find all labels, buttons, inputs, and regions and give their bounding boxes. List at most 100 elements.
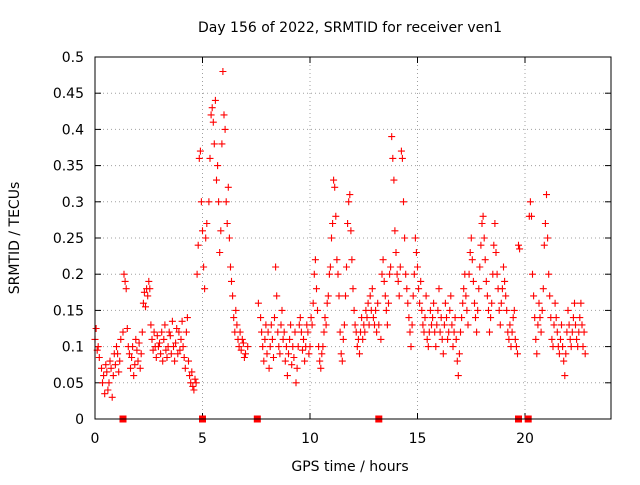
data-point	[221, 125, 229, 133]
data-point	[436, 328, 444, 336]
x-tick-label: 15	[409, 431, 427, 447]
data-point	[182, 328, 190, 336]
data-point	[503, 306, 511, 314]
data-point	[153, 332, 161, 340]
data-point	[465, 270, 473, 278]
data-point	[573, 335, 581, 343]
data-point	[310, 270, 318, 278]
data-point	[146, 285, 154, 293]
data-point	[468, 256, 476, 264]
data-point	[324, 292, 332, 300]
data-point	[307, 314, 315, 322]
data-point	[396, 263, 404, 271]
data-point	[381, 292, 389, 300]
data-point	[272, 263, 280, 271]
data-point	[92, 325, 100, 332]
data-point	[300, 335, 307, 343]
data-point	[189, 382, 197, 390]
data-point	[332, 212, 340, 220]
data-point	[535, 299, 543, 307]
data-point	[373, 328, 381, 336]
data-point	[170, 343, 177, 351]
data-point	[449, 343, 457, 351]
data-point	[392, 249, 400, 256]
data-point	[492, 249, 500, 256]
data-point	[467, 234, 475, 242]
data-point	[281, 357, 289, 365]
data-point	[533, 350, 541, 358]
data-point	[422, 292, 430, 300]
data-point	[149, 346, 157, 354]
data-point	[180, 354, 188, 361]
data-point	[276, 350, 284, 358]
data-point	[393, 270, 401, 278]
data-point	[496, 321, 504, 329]
data-point	[339, 335, 347, 343]
data-point	[265, 364, 273, 372]
data-point	[94, 343, 102, 351]
data-point	[406, 328, 414, 336]
data-point	[270, 354, 277, 361]
data-point	[457, 328, 464, 336]
data-point	[222, 198, 230, 206]
data-point	[119, 328, 127, 336]
data-point	[317, 364, 325, 372]
data-point	[295, 321, 303, 329]
data-point	[286, 335, 294, 343]
data-point	[129, 343, 137, 351]
data-point	[410, 270, 418, 278]
y-tick-label: 0.25	[53, 231, 84, 247]
data-point	[372, 306, 380, 314]
data-point	[156, 339, 163, 347]
data-point	[145, 277, 153, 285]
data-point	[579, 343, 587, 351]
data-point	[569, 314, 577, 322]
data-point	[100, 372, 108, 380]
data-point	[500, 263, 507, 271]
data-point	[209, 118, 217, 126]
data-point	[577, 299, 585, 307]
data-point	[395, 292, 403, 300]
data-point	[411, 234, 419, 242]
data-point	[313, 285, 320, 293]
data-point	[545, 270, 553, 278]
data-point	[158, 328, 166, 336]
data-point	[128, 354, 136, 361]
data-point	[108, 393, 116, 401]
data-point	[319, 343, 327, 351]
data-point	[121, 277, 129, 285]
data-point	[331, 183, 339, 191]
data-point	[387, 263, 395, 271]
y-tick-label: 0.4	[62, 122, 84, 138]
data-point	[201, 285, 209, 293]
data-point	[159, 357, 167, 365]
data-point	[194, 241, 202, 249]
y-tick-label: 0.15	[53, 303, 84, 319]
data-point	[134, 357, 142, 365]
data-point	[450, 328, 458, 336]
chart-title: Day 156 of 2022, SRMTID for receiver ven…	[198, 20, 502, 36]
data-point	[398, 154, 406, 162]
data-point	[434, 306, 442, 314]
data-point	[374, 299, 382, 307]
data-point	[188, 368, 196, 376]
data-point	[446, 306, 454, 314]
data-point	[107, 364, 115, 372]
data-point	[490, 241, 498, 249]
data-point	[99, 379, 106, 387]
data-point	[257, 314, 265, 322]
data-point	[394, 277, 402, 285]
data-point	[412, 249, 420, 256]
data-point	[157, 350, 165, 358]
x-tick-labels: 0 5 10 15 20	[91, 431, 534, 447]
data-point	[514, 350, 521, 358]
data-point	[440, 321, 448, 329]
data-point	[408, 321, 416, 329]
data-point	[557, 335, 564, 343]
data-point	[359, 335, 367, 343]
data-point	[555, 350, 563, 358]
data-point	[493, 270, 501, 278]
data-point	[229, 292, 237, 300]
data-point	[481, 256, 489, 264]
